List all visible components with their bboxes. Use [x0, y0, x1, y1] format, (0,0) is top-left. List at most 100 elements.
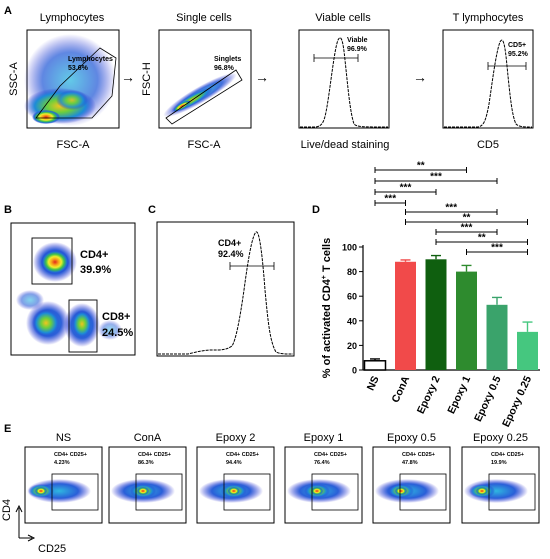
histogram-curve	[158, 231, 294, 355]
error-bar	[461, 264, 472, 272]
significance-bracket	[466, 249, 528, 255]
plot-title: Epoxy 0.25	[473, 432, 528, 444]
gate-cd4	[31, 237, 73, 285]
x-axis-label: CD25	[38, 543, 66, 554]
arrow-icon: →	[121, 69, 135, 85]
gate-label: CD4+	[218, 238, 241, 248]
significance-bracket	[374, 189, 437, 195]
significance-label: ***	[384, 194, 396, 205]
error-bar	[522, 321, 533, 332]
dot-cloud-peak	[395, 487, 407, 495]
gate-label: CD4+ CD25+	[138, 452, 171, 458]
gate-value: 19.9%	[491, 460, 507, 466]
dot-cloud	[24, 34, 116, 126]
y-axis-label-tail: T cells	[321, 238, 333, 275]
gate-value: 47.8%	[402, 460, 418, 466]
significance-bracket	[435, 239, 528, 245]
gate-box	[311, 473, 359, 511]
gate-marker	[487, 62, 527, 70]
bar	[425, 259, 447, 370]
significance-label: ***	[400, 183, 412, 194]
gate-value: 95.2%	[508, 51, 529, 58]
dot-cloud-peak	[476, 487, 488, 495]
plot-title: Viable cells	[315, 12, 371, 24]
cd25-plot: ConA CD4+ CD25+ 86.3%	[108, 432, 187, 524]
bar	[517, 331, 538, 370]
gate-value: 4.23%	[54, 460, 70, 466]
gate-value: 86.3%	[138, 460, 154, 466]
gate-label: CD4+ CD25+	[226, 452, 259, 458]
significance-label: ***	[430, 172, 442, 183]
significance-bracket	[405, 219, 528, 225]
significance-label: ***	[445, 203, 457, 214]
gate-label: CD4+	[80, 249, 108, 261]
plot-title: ConA	[134, 432, 162, 444]
x-tick-label: Epoxy 2	[415, 374, 443, 416]
bar	[363, 360, 387, 371]
cd25-plot: NS CD4+ CD25+ 4.23%	[24, 432, 103, 524]
plot-title: Epoxy 1	[304, 432, 344, 444]
gate-label: CD4+ CD25+	[402, 452, 435, 458]
bar	[456, 271, 477, 370]
x-tick-label: ConA	[390, 374, 413, 405]
dot-cloud-peak	[311, 487, 323, 495]
error-bar	[400, 259, 411, 262]
significance-bracket	[435, 229, 498, 235]
gate-polygon	[35, 47, 117, 119]
x-axis-label: FSC-A	[188, 139, 222, 151]
gate-label: Singlets	[214, 56, 241, 63]
plot-title: Single cells	[176, 12, 232, 24]
plot-frame	[298, 29, 390, 129]
y-axis-label: SSC-A	[8, 62, 20, 96]
significance-bracket	[405, 209, 498, 215]
y-axis-label: % of activated CD4+ T cells	[321, 238, 333, 378]
panel-a-t-lymphocytes-plot: T lymphocytes CD5+ 95.2% CD5	[442, 12, 534, 151]
y-axis-label: FSC-H	[141, 62, 153, 96]
y-tick-label: 80	[347, 267, 357, 277]
gate-value: 96.9%	[347, 46, 368, 53]
gate-label: CD5+	[508, 42, 526, 49]
plot-title: NS	[56, 432, 71, 444]
gate-value: 94.4%	[226, 460, 242, 466]
error-bar	[370, 358, 380, 361]
x-tick-label: Epoxy 0.5	[472, 374, 504, 424]
plot-title: T lymphocytes	[453, 12, 524, 24]
plot-title: Epoxy 2	[216, 432, 256, 444]
panel-letter-d: D	[312, 204, 320, 216]
y-axis-label: CD4	[1, 499, 13, 521]
significance-label: **	[463, 213, 471, 224]
bar	[395, 261, 416, 370]
error-bar	[492, 296, 502, 305]
panel-letter-c: C	[148, 204, 156, 216]
dot-cloud-peak	[227, 487, 240, 495]
cd25-plot: Epoxy 0.25 CD4+ CD25+ 19.9%	[461, 432, 540, 524]
cd25-plot: Epoxy 2 CD4+ CD25+ 94.4%	[196, 432, 275, 524]
significance-bracket	[374, 200, 406, 206]
panel-c-cd4-histogram: CD4+ 92.4%	[156, 221, 295, 357]
cd25-plot: Epoxy 1 CD4+ CD25+ 76.4%	[284, 432, 363, 524]
gate-box	[399, 473, 447, 511]
gate-value: 92.4%	[218, 249, 244, 259]
plot-title: Epoxy 0.5	[387, 432, 436, 444]
panel-letter-a: A	[4, 5, 12, 17]
dot-cloud-peak	[137, 487, 149, 495]
significance-bracket	[374, 167, 467, 173]
cd25-plot: Epoxy 0.5 CD4+ CD25+ 47.8%	[372, 432, 451, 524]
significance-label: **	[417, 161, 425, 172]
y-axis-label-main: % of activated CD4	[321, 278, 333, 378]
gate-polygon	[165, 69, 243, 125]
gate-box	[135, 473, 183, 511]
gate-marker	[229, 262, 275, 270]
plot-frame	[156, 221, 295, 357]
gate-value: 76.4%	[314, 460, 330, 466]
gate-box	[223, 473, 271, 511]
histogram-curve	[444, 39, 533, 128]
significance-label: ***	[461, 223, 473, 234]
gate-label: Viable	[347, 37, 368, 44]
arrow-icon: →	[255, 69, 269, 85]
error-bar	[431, 254, 441, 260]
gate-value: 53.6%	[68, 65, 89, 72]
gate-marker	[313, 54, 359, 62]
y-axis-label-superscript: +	[321, 275, 328, 279]
